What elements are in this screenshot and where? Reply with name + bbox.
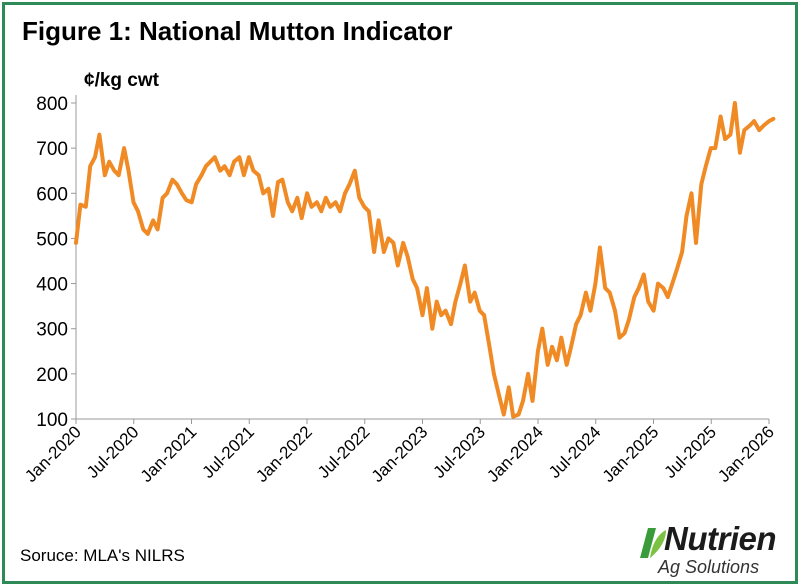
x-tick-label: Jan-2022 — [252, 422, 316, 486]
leaf-mark-icon — [640, 528, 666, 558]
y-tick-label: 800 — [36, 94, 68, 115]
y-tick-label: 700 — [36, 139, 68, 160]
x-tick-label: Jul-2023 — [430, 422, 490, 482]
x-tick-label: Jul-2024 — [545, 422, 605, 482]
x-tick-label: Jan-2024 — [483, 422, 547, 486]
x-tick-label: Jan-2023 — [368, 422, 432, 486]
chart-title: Figure 1: National Mutton Indicator — [22, 16, 453, 46]
y-tick-label: 600 — [36, 184, 68, 205]
x-tick-label: Jan-2026 — [714, 422, 778, 486]
company-logo: Nutrien Ag Solutions — [638, 520, 788, 578]
y-tick-label: 100 — [36, 410, 68, 431]
y-tick-label: 500 — [36, 229, 68, 250]
y-tick-label: 300 — [36, 320, 68, 341]
series-line — [74, 101, 776, 419]
y-tick-label: 400 — [36, 275, 68, 296]
x-tick-label: Jul-2020 — [83, 422, 143, 482]
source-note: Soruce: MLA's NILRS — [20, 546, 185, 565]
x-tick-label: Jul-2025 — [661, 422, 721, 482]
logo-subtitle: Ag Solutions — [658, 557, 760, 577]
x-tick-label: Jan-2021 — [137, 422, 201, 486]
y-axis-unit-label: ¢/kg cwt — [84, 70, 159, 91]
y-tick-label: 200 — [36, 365, 68, 386]
x-tick-label: Jan-2025 — [599, 422, 663, 486]
x-tick-label: Jul-2022 — [314, 422, 374, 482]
x-tick-label: Jan-2020 — [21, 422, 85, 486]
logo-name: Nutrien — [664, 520, 777, 557]
x-tick-label: Jul-2021 — [199, 422, 259, 482]
